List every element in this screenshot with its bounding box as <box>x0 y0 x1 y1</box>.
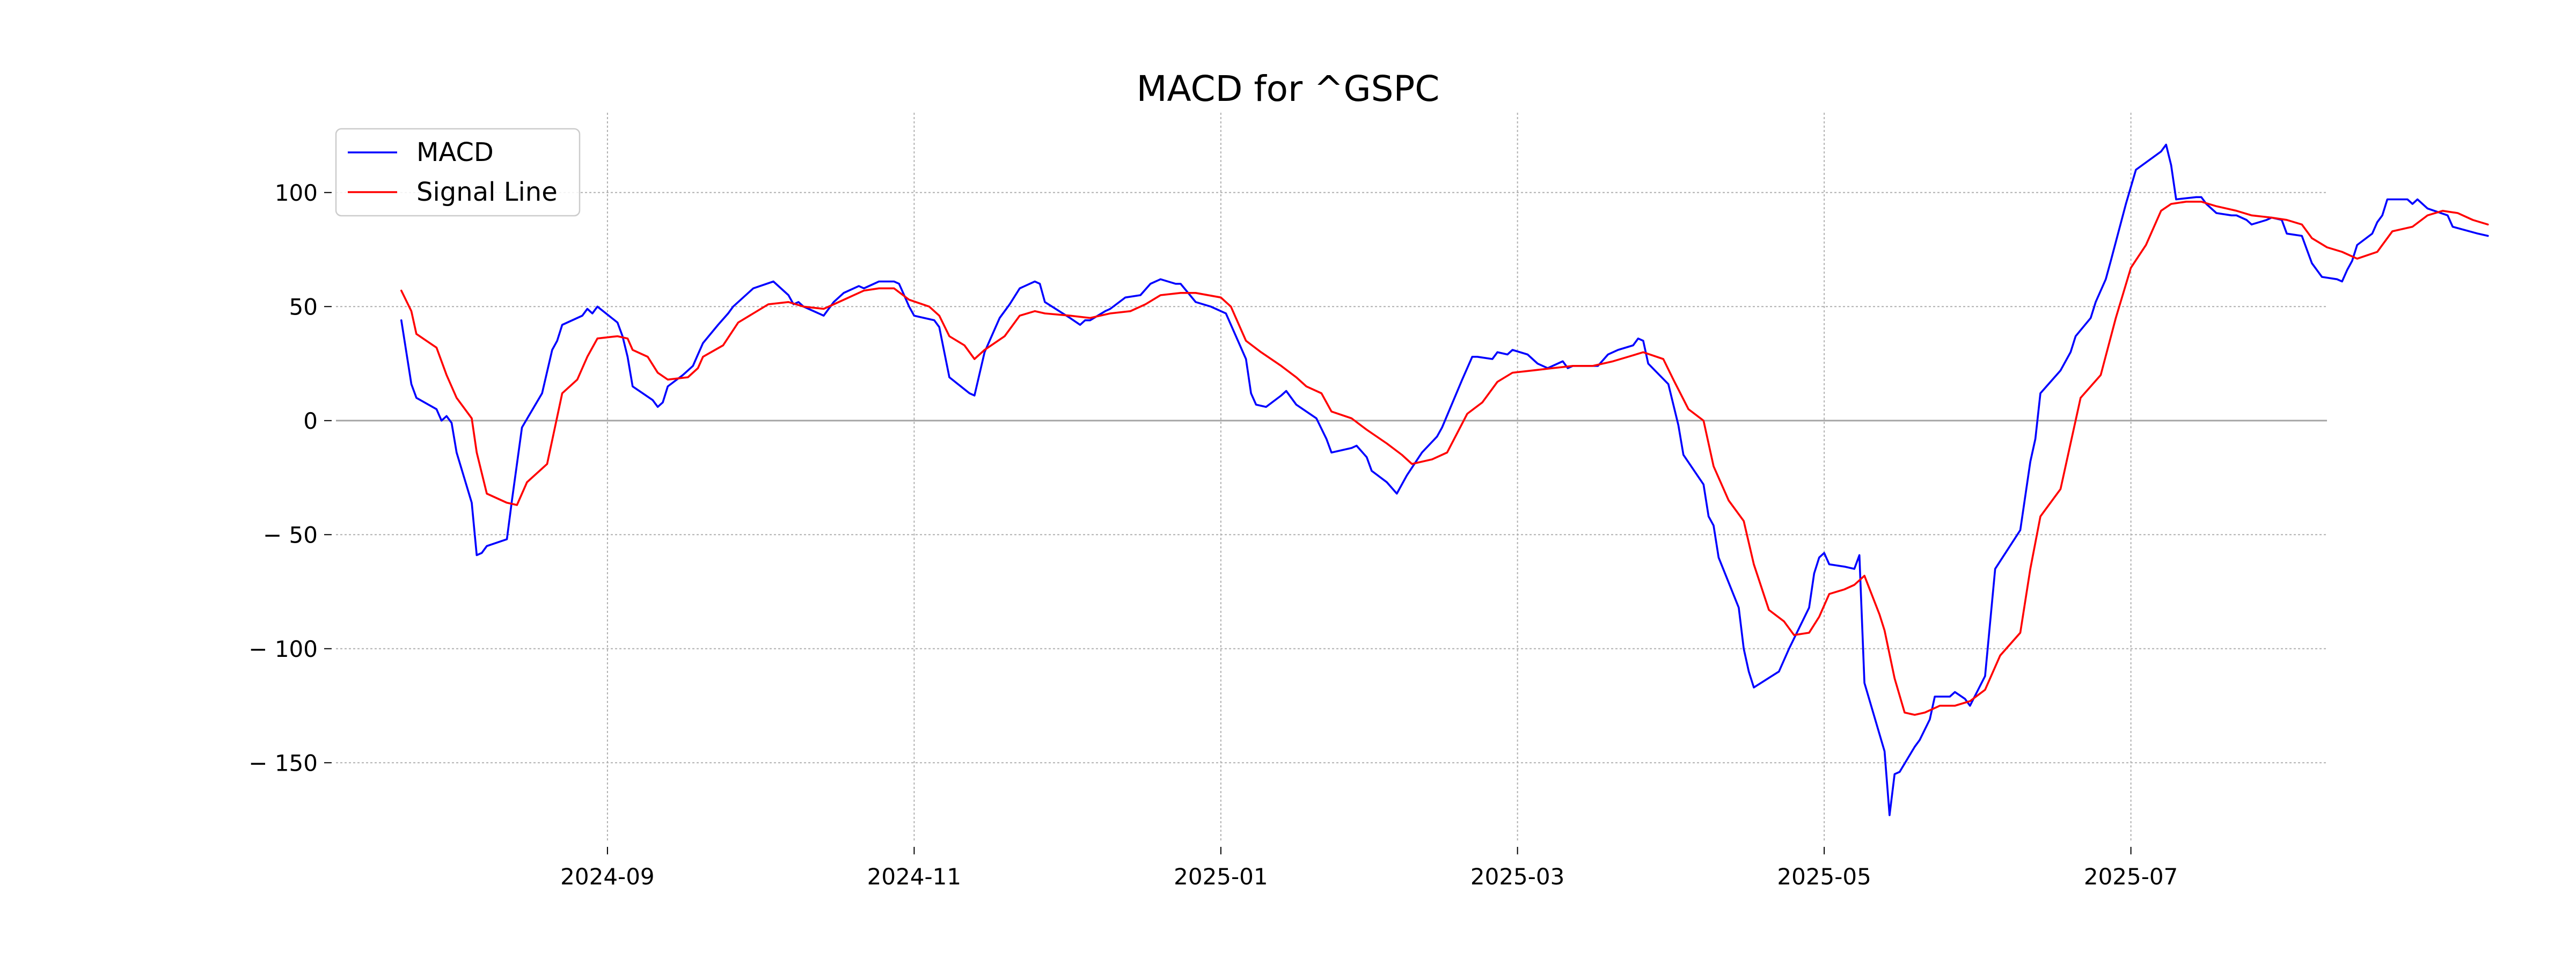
y-tick-label: − 50 <box>263 522 318 548</box>
chart-title: MACD for ^GSPC <box>1137 68 1440 109</box>
y-tick-label: 50 <box>289 294 318 320</box>
x-tick-label: 2025-03 <box>1470 863 1565 890</box>
series-line-macd <box>400 143 2489 816</box>
x-tick-labels: 2024-09 2024-11 2025-01 2025-03 2025-05 2025-… <box>560 847 2178 890</box>
x-tick-label: 2025-01 <box>1174 863 1268 890</box>
x-tick-label: 2025-07 <box>2084 863 2178 890</box>
legend-label: Signal Line <box>416 177 558 207</box>
legend-box <box>335 128 581 217</box>
y-tick-label: 100 <box>275 180 318 206</box>
series-line-signal-line <box>400 201 2489 716</box>
series-layer <box>400 143 2489 816</box>
legend-label: MACD <box>416 137 494 167</box>
grid-layer <box>336 113 2327 843</box>
x-tick-label: 2024-11 <box>867 863 962 890</box>
y-tick-labels: 100 50 0 − 50 − 100 − 150 <box>248 180 332 776</box>
y-tick-label: 0 <box>303 408 318 434</box>
y-tick-label: − 150 <box>248 750 318 776</box>
x-tick-label: 2025-05 <box>1777 863 1871 890</box>
x-tick-label: 2024-09 <box>560 863 655 890</box>
legend: MACD Signal Line <box>335 128 581 217</box>
y-tick-label: − 100 <box>248 636 318 662</box>
